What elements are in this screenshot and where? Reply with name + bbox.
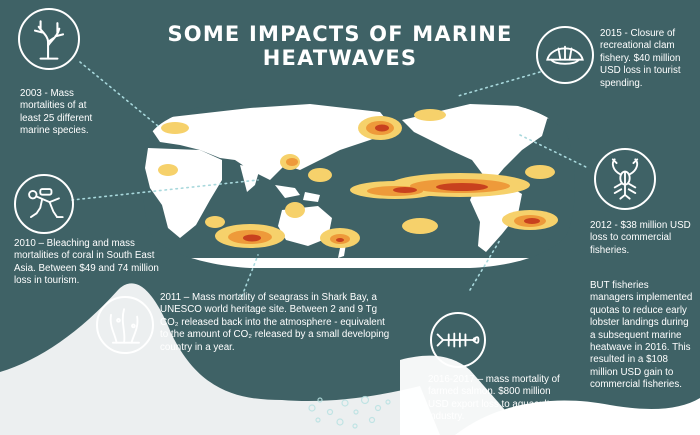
- heatwave-hotspots: [158, 109, 558, 248]
- impact-2010-text: 2010 – Bleaching and mass mortalities of…: [14, 238, 159, 287]
- impact-2015-text: 2015 - Closure of recreational clam fish…: [600, 28, 681, 89]
- lobster-icon: [594, 148, 656, 210]
- seagrass-icon: [96, 296, 154, 354]
- impact-2011-text: 2011 – Mass mortality of seagrass in Sha…: [160, 292, 390, 353]
- impact-2012-text: 2012 - $38 million USD loss to commercia…: [590, 220, 691, 256]
- impact-2003-text: 2003 - Mass mortalities of at least 25 d…: [20, 88, 93, 137]
- page-title: SOME IMPACTS OF MARINE HEATWAVES: [167, 22, 513, 70]
- coral-icon: [18, 8, 80, 70]
- impact-2016-lobster-text: BUT fisheries managers implemented quota…: [590, 280, 693, 391]
- clam-icon: [536, 26, 594, 84]
- landmasses: [145, 99, 570, 268]
- fish-skeleton-icon: [430, 312, 486, 368]
- diver-icon: [14, 174, 74, 234]
- impact-2016-salmon-text: 2016-2017 – mass mortality of farmed sal…: [428, 374, 564, 423]
